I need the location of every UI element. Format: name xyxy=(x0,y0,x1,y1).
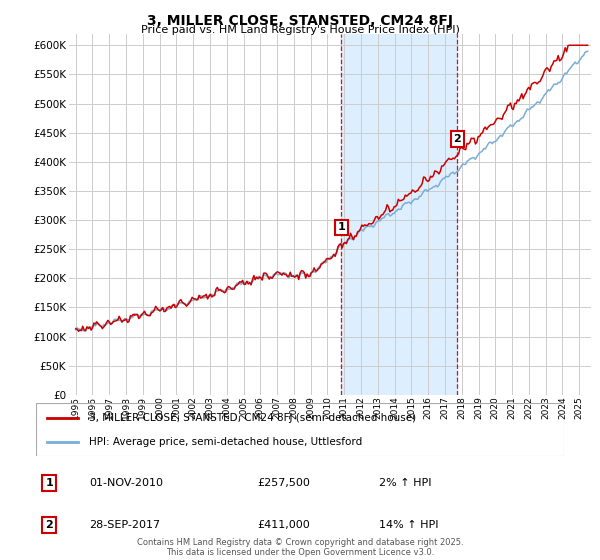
Text: 2: 2 xyxy=(46,520,53,530)
Text: Contains HM Land Registry data © Crown copyright and database right 2025.
This d: Contains HM Land Registry data © Crown c… xyxy=(137,538,463,557)
Text: 2% ↑ HPI: 2% ↑ HPI xyxy=(379,478,432,488)
Text: 1: 1 xyxy=(338,222,345,232)
Text: 3, MILLER CLOSE, STANSTED, CM24 8FJ: 3, MILLER CLOSE, STANSTED, CM24 8FJ xyxy=(147,14,453,28)
Text: 2: 2 xyxy=(454,134,461,144)
Text: 3, MILLER CLOSE, STANSTED, CM24 8FJ (semi-detached house): 3, MILLER CLOSE, STANSTED, CM24 8FJ (sem… xyxy=(89,413,416,423)
Text: Price paid vs. HM Land Registry's House Price Index (HPI): Price paid vs. HM Land Registry's House … xyxy=(140,25,460,35)
Text: £411,000: £411,000 xyxy=(258,520,311,530)
Bar xyxy=(341,34,457,395)
Text: 01-NOV-2010: 01-NOV-2010 xyxy=(89,478,163,488)
Text: 1: 1 xyxy=(46,478,53,488)
Text: 28-SEP-2017: 28-SEP-2017 xyxy=(89,520,160,530)
Text: 14% ↑ HPI: 14% ↑ HPI xyxy=(379,520,439,530)
Text: £257,500: £257,500 xyxy=(258,478,311,488)
Text: HPI: Average price, semi-detached house, Uttlesford: HPI: Average price, semi-detached house,… xyxy=(89,436,362,446)
